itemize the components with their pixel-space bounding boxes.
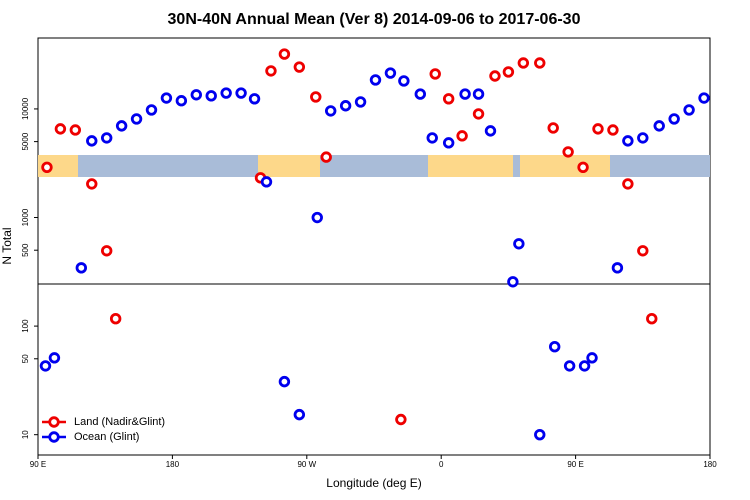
point <box>698 92 710 104</box>
point <box>220 87 232 99</box>
point <box>324 105 337 117</box>
x-tick-label: 90 E <box>567 460 583 469</box>
point <box>442 93 455 105</box>
point <box>668 113 680 125</box>
x-axis-label: Longitude (deg E) <box>326 476 421 490</box>
legend-label: Ocean (Glint) <box>74 431 139 443</box>
point <box>513 238 525 250</box>
point <box>622 135 634 147</box>
point <box>577 161 589 174</box>
y-tick-label: 50 <box>21 354 30 363</box>
point <box>562 146 574 158</box>
point <box>293 408 306 421</box>
point <box>278 375 291 388</box>
point <box>653 120 665 132</box>
y-tick-label: 1000 <box>21 208 30 226</box>
point <box>456 130 468 142</box>
chart-title: 30N-40N Annual Mean (Ver 8) 2014-09-06 t… <box>168 11 581 28</box>
point <box>646 312 658 325</box>
point <box>534 57 546 69</box>
point <box>130 113 143 125</box>
point <box>160 92 173 104</box>
point <box>414 88 426 100</box>
point <box>369 74 382 86</box>
point <box>637 245 649 257</box>
point <box>175 95 188 107</box>
point <box>484 125 497 137</box>
point <box>637 132 649 144</box>
legend-label: Land (Nadir&Glint) <box>74 416 165 428</box>
point <box>426 132 438 144</box>
point <box>311 211 323 224</box>
point <box>354 96 367 108</box>
x-tick-label: 180 <box>166 460 180 469</box>
point <box>265 65 277 77</box>
point <box>398 75 410 87</box>
point <box>502 66 515 78</box>
point <box>54 123 67 135</box>
point <box>278 48 291 60</box>
point <box>586 352 598 364</box>
point <box>507 276 519 288</box>
point <box>145 104 158 116</box>
x-tick-label: 0 <box>439 460 444 469</box>
point <box>109 312 122 325</box>
point <box>607 124 619 136</box>
point <box>395 413 407 426</box>
y-tick-label: 5000 <box>21 132 30 150</box>
point <box>86 178 98 190</box>
point <box>563 360 576 372</box>
point <box>384 67 397 79</box>
point <box>429 68 441 80</box>
point <box>592 123 604 135</box>
point <box>548 341 561 353</box>
point <box>622 178 634 190</box>
map-strip <box>38 155 710 177</box>
point <box>235 87 247 99</box>
y-axis-label: N Total <box>0 227 14 264</box>
x-tick-label: 180 <box>703 460 717 469</box>
point <box>100 132 113 144</box>
point <box>578 360 591 372</box>
point <box>339 100 352 112</box>
point <box>100 245 113 257</box>
point <box>86 135 98 147</box>
point <box>190 89 202 101</box>
point <box>534 428 546 441</box>
y-tick-label: 100 <box>21 319 30 333</box>
point <box>547 122 559 134</box>
point <box>472 108 485 120</box>
point <box>115 120 128 132</box>
point <box>442 137 455 149</box>
legend-marker <box>48 416 60 428</box>
x-tick-label: 90 W <box>297 460 316 469</box>
point <box>517 57 530 69</box>
point <box>48 352 61 364</box>
point <box>320 151 332 163</box>
point <box>310 91 322 103</box>
point <box>69 124 82 136</box>
point <box>683 104 695 116</box>
point <box>41 161 53 174</box>
point <box>611 262 624 274</box>
y-tick-label: 10 <box>21 430 30 439</box>
y-tick-label: 500 <box>21 243 30 257</box>
point <box>489 70 501 82</box>
point <box>248 93 261 105</box>
point <box>260 176 273 188</box>
point <box>205 90 217 102</box>
point <box>75 262 88 274</box>
point <box>459 88 471 100</box>
y-tick-label: 10000 <box>21 97 30 120</box>
point <box>293 61 306 73</box>
plot-frame <box>37 37 711 456</box>
point <box>39 360 52 372</box>
point <box>472 88 485 100</box>
x-tick-label: 90 E <box>30 460 46 469</box>
legend-marker <box>48 431 60 443</box>
